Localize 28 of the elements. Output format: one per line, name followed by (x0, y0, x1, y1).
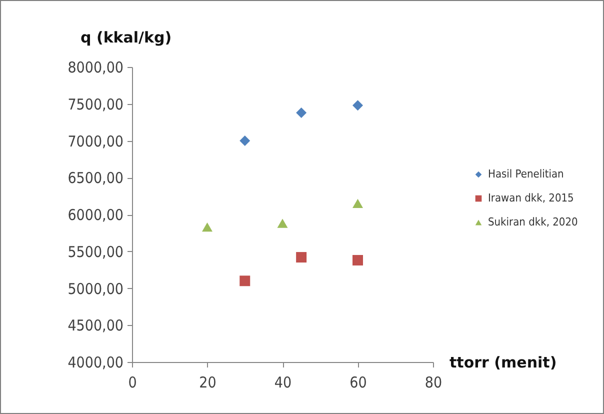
point (240, 136, 250, 146)
y-tick-label: 5500,00 (68, 242, 124, 261)
x-tick-label: 40 (274, 374, 292, 392)
x-axis-title: ttorr (menit) (450, 354, 557, 372)
x-tick-label: 60 (350, 374, 367, 392)
y-tick-label: 5000,00 (68, 280, 124, 298)
point (296, 252, 307, 263)
y-tick-label: 4000,00 (68, 354, 124, 372)
point (352, 254, 363, 266)
legend-label: Hasil Penelitian (488, 168, 564, 180)
y-axis-title: q (kkal/kg) (80, 28, 172, 46)
y-tick-label: 6000,00 (68, 206, 124, 224)
y-tick-label: 7000,00 (68, 132, 124, 150)
point (277, 218, 288, 228)
y-tick-label: 7500,00 (68, 95, 124, 114)
legend-label: Sukiran dkk, 2020 (488, 216, 578, 228)
x-tick-label: 20 (199, 374, 216, 392)
y-tick-label: 4500,00 (68, 316, 124, 335)
point (352, 198, 363, 208)
legend-label: Irawan dkk, 2015 (488, 192, 574, 204)
point (202, 222, 212, 232)
y-tick-label: 8000,00 (68, 58, 124, 76)
point (240, 276, 250, 286)
y-tick-label: 6500,00 (68, 169, 124, 188)
x-tick-label: 80 (424, 374, 442, 392)
point (352, 100, 363, 111)
x-tick-label: 0 (128, 374, 137, 392)
point (296, 107, 307, 118)
